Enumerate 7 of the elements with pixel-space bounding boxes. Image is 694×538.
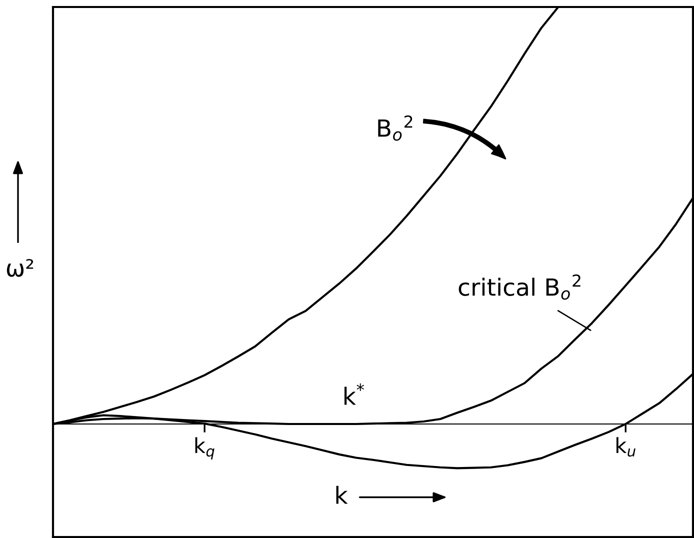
x-tick-label: k$_{u}$ (616, 437, 636, 457)
annotation: critical B$_{o}$$^{2}$ (458, 274, 580, 300)
y-axis-title: ω² (6, 258, 34, 277)
x-tick-label: k$_{q}$ (195, 437, 214, 460)
annotation: B$_{o}$$^{2}$ (378, 115, 412, 141)
x-axis-title: k (336, 486, 348, 504)
annotation: k$^{*}$ (344, 383, 364, 405)
